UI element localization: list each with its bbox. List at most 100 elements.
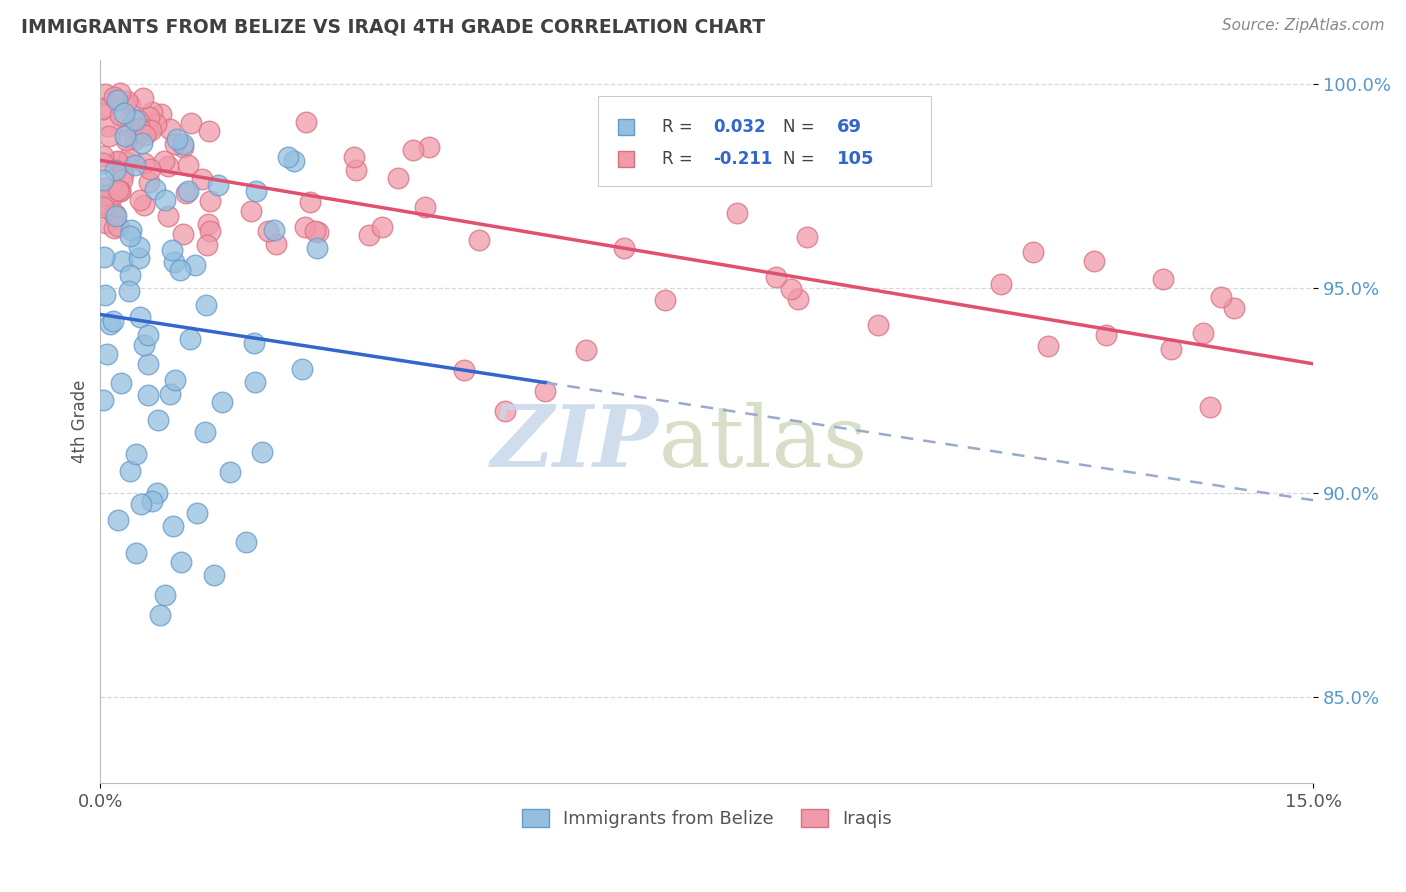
Point [166, 132, 188, 146]
Point [990, 277, 1012, 292]
Point [418, 139, 440, 153]
Point [111, 167, 134, 181]
Point [96, 187, 118, 202]
Point [115, 155, 138, 169]
Point [143, 181, 166, 195]
Point [129, 310, 152, 324]
Point [257, 224, 280, 238]
Point [103, 314, 125, 328]
FancyBboxPatch shape [598, 95, 931, 186]
Point [128, 240, 150, 254]
Point [118, 464, 141, 478]
Point [105, 153, 128, 168]
Point [103, 89, 125, 103]
Point [153, 588, 176, 602]
Point [149, 608, 172, 623]
Point [98, 317, 121, 331]
Point [155, 193, 177, 207]
Point [139, 123, 162, 137]
Point [172, 140, 194, 154]
Point [304, 224, 326, 238]
Point [194, 425, 217, 439]
Point [245, 375, 267, 389]
Point [107, 219, 129, 234]
Legend: Immigrants from Belize, Iraqis: Immigrants from Belize, Iraqis [515, 802, 900, 836]
Point [796, 230, 818, 244]
Point [94, 180, 117, 194]
Point [93, 250, 115, 264]
Point [160, 243, 183, 257]
Point [159, 121, 181, 136]
Point [468, 233, 491, 247]
Point [91, 393, 114, 408]
Point [184, 258, 207, 272]
Point [138, 122, 160, 136]
Point [110, 376, 132, 390]
Point [198, 224, 221, 238]
Point [141, 493, 163, 508]
Point [125, 546, 148, 560]
Point [132, 155, 155, 169]
Point [163, 373, 186, 387]
Point [107, 183, 129, 197]
Point [235, 535, 257, 549]
Point [141, 104, 163, 119]
Point [104, 209, 127, 223]
Point [134, 197, 156, 211]
Point [100, 194, 122, 208]
Point [110, 86, 132, 100]
Point [91, 156, 114, 170]
Point [118, 150, 141, 164]
Point [1160, 343, 1182, 357]
Point [387, 171, 409, 186]
Point [343, 150, 366, 164]
Point [174, 186, 197, 201]
Point [114, 128, 136, 143]
Point [162, 518, 184, 533]
Point [172, 227, 194, 242]
Point [202, 567, 225, 582]
Point [169, 263, 191, 277]
Text: N =: N = [783, 150, 820, 168]
Point [136, 357, 159, 371]
Point [112, 106, 135, 120]
Point [107, 513, 129, 527]
Point [307, 225, 329, 239]
Point [170, 555, 193, 569]
Point [153, 154, 176, 169]
Point [494, 404, 516, 418]
Text: 105: 105 [837, 150, 875, 168]
Point [97, 129, 120, 144]
Point [198, 124, 221, 138]
Point [787, 292, 810, 306]
Point [177, 157, 200, 171]
FancyBboxPatch shape [619, 119, 634, 135]
Point [108, 108, 131, 122]
Point [138, 175, 160, 189]
Point [94, 87, 117, 102]
Point [91, 149, 114, 163]
Point [294, 115, 316, 129]
Text: ZIP: ZIP [491, 401, 658, 484]
Point [111, 254, 134, 268]
Point [97, 119, 120, 133]
Point [195, 238, 218, 252]
Point [129, 122, 152, 136]
Point [91, 102, 114, 116]
Point [198, 194, 221, 209]
Point [197, 217, 219, 231]
Point [124, 132, 146, 146]
Point [120, 268, 142, 282]
Point [191, 172, 214, 186]
Text: IMMIGRANTS FROM BELIZE VS IRAQI 4TH GRADE CORRELATION CHART: IMMIGRANTS FROM BELIZE VS IRAQI 4TH GRAD… [21, 18, 765, 37]
Point [138, 111, 160, 125]
Text: R =: R = [662, 118, 697, 136]
Point [131, 91, 153, 105]
Point [654, 293, 676, 307]
Point [148, 413, 170, 427]
Point [163, 136, 186, 151]
Point [294, 219, 316, 234]
Point [413, 200, 436, 214]
Text: atlas: atlas [658, 401, 868, 484]
Point [207, 178, 229, 193]
